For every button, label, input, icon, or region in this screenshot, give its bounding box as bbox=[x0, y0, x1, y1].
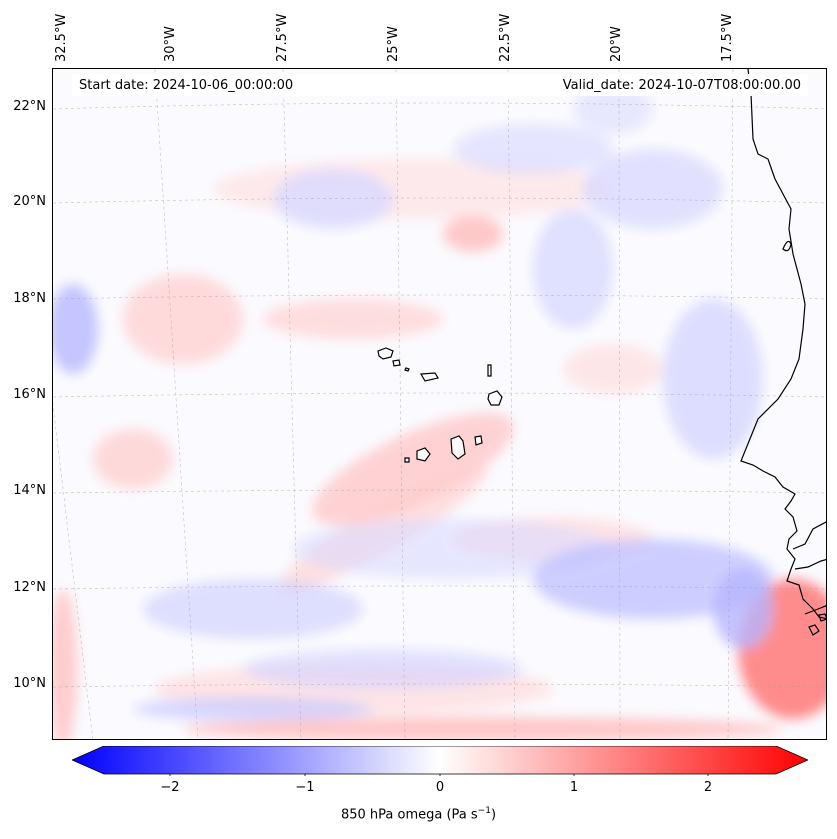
colorbar-tick-label: 2 bbox=[703, 780, 713, 795]
colorbar-gradient bbox=[72, 746, 808, 775]
colorbar-title: 850 hPa omega (Pa s−1) bbox=[0, 806, 837, 822]
colorbar bbox=[72, 746, 808, 776]
lon-label: 30°W bbox=[163, 26, 178, 62]
lat-label: 18°N bbox=[13, 291, 46, 306]
colorbar-tick-label: 0 bbox=[435, 780, 445, 795]
lat-label: 14°N bbox=[13, 483, 46, 498]
map-panel bbox=[52, 68, 827, 740]
lat-label: 22°N bbox=[13, 99, 46, 114]
lat-label: 12°N bbox=[13, 580, 46, 595]
graticule bbox=[53, 69, 826, 739]
lon-label: 17.5°W bbox=[720, 13, 735, 62]
lon-label: 22.5°W bbox=[498, 13, 513, 62]
lon-label: 20°W bbox=[609, 26, 624, 62]
colorbar-title-prefix: 850 hPa omega (Pa s bbox=[340, 807, 478, 823]
colorbar-tick-label: −2 bbox=[160, 780, 180, 795]
colorbar-ticks bbox=[169, 774, 709, 776]
lon-label: 27.5°W bbox=[275, 13, 290, 62]
omega-field bbox=[53, 84, 826, 739]
valid-date-label: Valid_date: 2024-10-07T08:00:00.00 bbox=[562, 78, 801, 93]
lon-label: 32.5°W bbox=[54, 13, 69, 62]
lat-label: 10°N bbox=[13, 676, 46, 691]
colorbar-tick-label: 1 bbox=[569, 780, 579, 795]
lon-label: 25°W bbox=[386, 26, 401, 62]
omega-field-map bbox=[53, 69, 826, 739]
colorbar-tick-label: −1 bbox=[295, 780, 315, 795]
start-date-label: Start date: 2024-10-06_00:00:00 bbox=[79, 78, 294, 93]
colorbar-title-suffix: ) bbox=[490, 807, 497, 823]
africa-coastline bbox=[740, 69, 826, 636]
colorbar-title-exponent: −1 bbox=[477, 806, 491, 816]
lat-label: 16°N bbox=[13, 387, 46, 402]
date-header-background bbox=[72, 74, 808, 96]
lat-label: 20°N bbox=[13, 194, 46, 209]
cape-verde-islands bbox=[377, 347, 503, 463]
